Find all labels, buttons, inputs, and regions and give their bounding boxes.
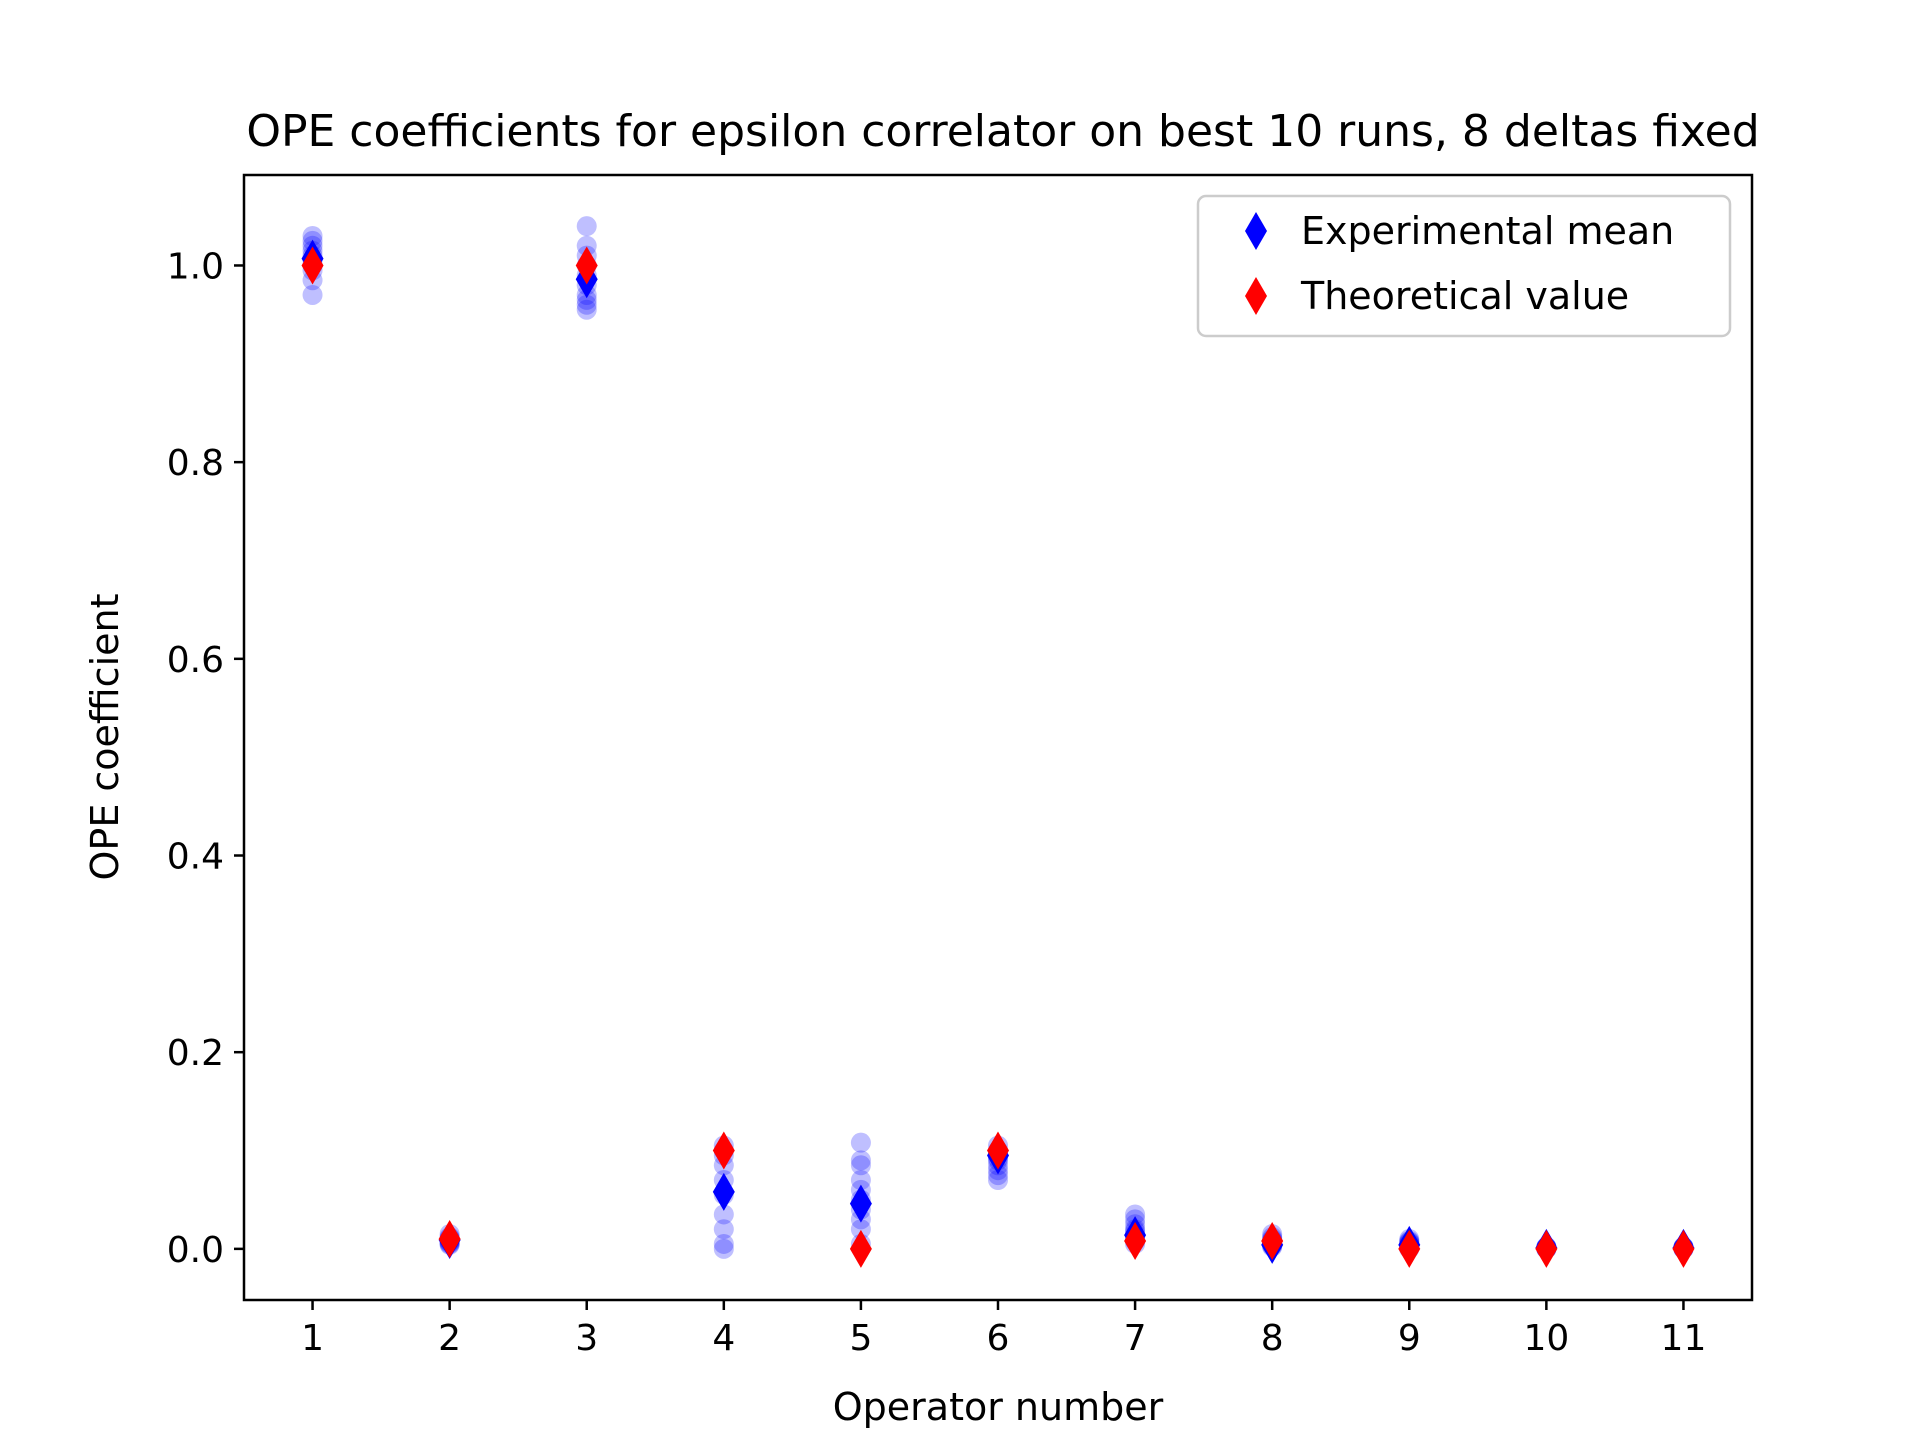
y-tick-label: 0.4 bbox=[167, 837, 224, 878]
x-tick-label: 3 bbox=[575, 1318, 598, 1359]
theoretical-marker bbox=[575, 246, 598, 285]
y-tick-label: 0.8 bbox=[167, 443, 224, 484]
run-point bbox=[713, 1204, 734, 1225]
x-tick-label: 11 bbox=[1661, 1318, 1707, 1359]
legend-label-theoretical: Theoretical value bbox=[1300, 274, 1629, 318]
theoretical-marker bbox=[712, 1131, 735, 1170]
y-tick-label: 0.6 bbox=[167, 640, 224, 681]
legend-markers bbox=[1245, 212, 1267, 315]
run-point bbox=[302, 284, 323, 305]
x-tick-label: 9 bbox=[1398, 1318, 1421, 1359]
run-point bbox=[850, 1150, 871, 1171]
run-point bbox=[713, 1219, 734, 1240]
run-point bbox=[988, 1165, 1008, 1186]
experimental-marker bbox=[849, 1184, 872, 1223]
x-tick-label: 8 bbox=[1261, 1318, 1284, 1359]
experimental-marker bbox=[712, 1172, 735, 1211]
run-point bbox=[576, 216, 597, 237]
theoretical-marker bbox=[1261, 1221, 1284, 1260]
x-tick-label: 10 bbox=[1523, 1318, 1569, 1359]
theoretical-marker bbox=[1398, 1229, 1421, 1268]
x-tick-label: 2 bbox=[438, 1318, 461, 1359]
theoretical-marker bbox=[1535, 1229, 1558, 1268]
run-point bbox=[850, 1155, 871, 1176]
legend-box bbox=[1196, 194, 1732, 338]
run-point bbox=[850, 1132, 871, 1153]
theoretical-marker bbox=[1672, 1229, 1695, 1268]
theoretical-marker bbox=[438, 1220, 461, 1259]
theoretical-marker bbox=[1124, 1221, 1147, 1260]
x-tick-label: 5 bbox=[849, 1318, 872, 1359]
run-point bbox=[576, 299, 597, 320]
y-tick-label: 1.0 bbox=[167, 246, 224, 287]
run-point bbox=[713, 1233, 734, 1254]
legend-marker-experimental bbox=[1245, 212, 1267, 250]
x-tick-label: 1 bbox=[301, 1318, 324, 1359]
theoretical-marker bbox=[987, 1131, 1009, 1170]
y-axis-ticks: 0.0 0.2 0.4 0.6 0.8 1.0 bbox=[167, 246, 244, 1271]
run-point bbox=[1125, 1204, 1146, 1225]
run-point bbox=[576, 289, 597, 310]
y-tick-label: 0.0 bbox=[167, 1230, 224, 1271]
x-axis-ticks: 1 2 3 4 5 6 7 8 9 10 11 bbox=[301, 1300, 1706, 1359]
y-tick-label: 0.2 bbox=[167, 1033, 224, 1074]
x-tick-label: 7 bbox=[1124, 1318, 1147, 1359]
run-point bbox=[713, 1238, 734, 1259]
run-point bbox=[576, 235, 597, 256]
legend-marker-theoretical bbox=[1245, 277, 1267, 315]
x-axis-label: Operator number bbox=[833, 1385, 1164, 1429]
theoretical-marker bbox=[301, 246, 324, 285]
legend-label-experimental: Experimental mean bbox=[1301, 209, 1674, 253]
run-point bbox=[576, 294, 597, 315]
chart-title: OPE coefficients for epsilon correlator … bbox=[246, 106, 1759, 157]
run-point bbox=[850, 1170, 871, 1191]
run-point bbox=[988, 1170, 1008, 1191]
run-point bbox=[302, 225, 323, 246]
run-point bbox=[850, 1219, 871, 1240]
theoretical-marker bbox=[849, 1229, 872, 1268]
x-tick-label: 4 bbox=[712, 1318, 735, 1359]
y-axis-label: OPE coefficient bbox=[83, 594, 127, 881]
x-tick-label: 6 bbox=[987, 1318, 1010, 1359]
data-points bbox=[301, 216, 1695, 1268]
legend: Experimental mean Theoretical value bbox=[1196, 194, 1732, 338]
